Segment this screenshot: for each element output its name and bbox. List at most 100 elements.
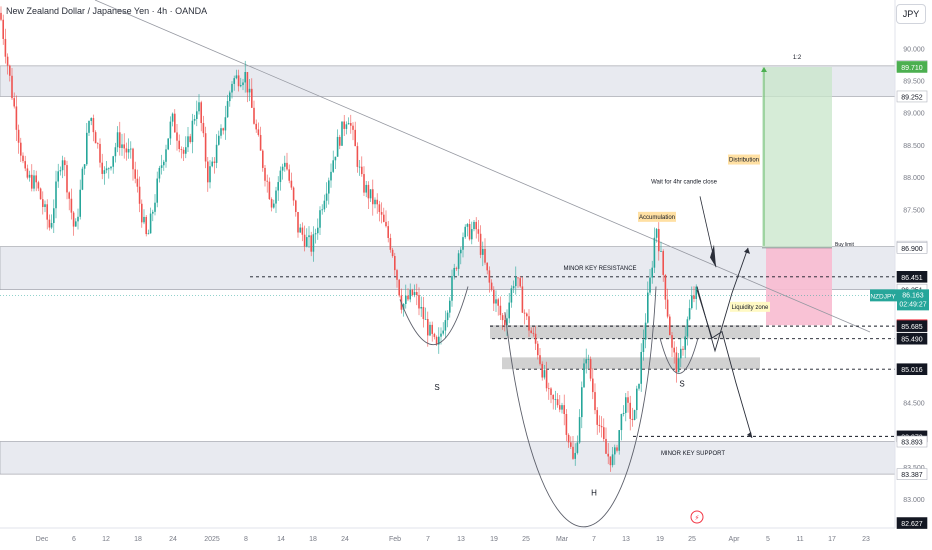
candle-body: [526, 313, 528, 317]
time-tick-label: 12: [102, 536, 110, 543]
time-tick-label: 25: [522, 536, 530, 543]
candle-body: [325, 193, 328, 201]
candle-body: [464, 226, 466, 238]
candle-body: [647, 292, 649, 323]
candle-body: [11, 75, 13, 99]
candle-body: [116, 132, 119, 148]
candle-body: [165, 149, 167, 162]
price-tag: [896, 271, 928, 283]
candle-body: [629, 402, 631, 419]
distribution-badge: [728, 154, 760, 165]
candle-body: [233, 78, 235, 84]
candle-body: [556, 399, 559, 406]
time-axis: Dec 6 12 18 24 2025 8 14 18 24 Feb 7 13 19 25 Mar 7 13 19 2…: [0, 527, 895, 543]
candle-body: [684, 336, 686, 350]
candle-body: [81, 168, 84, 190]
candle-body: [248, 88, 251, 93]
candle-body: [209, 166, 211, 183]
candle-body: [422, 306, 425, 320]
candle-body: [627, 397, 629, 403]
candle-body: [633, 410, 636, 420]
candle-body: [607, 453, 609, 457]
currency-button[interactable]: JPY: [896, 4, 926, 24]
price-tag: [896, 517, 928, 529]
time-tick-label: 13: [457, 536, 465, 543]
candle-body: [341, 121, 343, 146]
candle-body: [273, 203, 275, 208]
liquidity-zone-label: Liquidity zone: [732, 305, 769, 311]
pattern-drawings-layer: [399, 196, 753, 528]
candle-body: [625, 397, 627, 413]
candle-body: [409, 289, 411, 300]
candle-body: [585, 359, 587, 364]
candle-body: [235, 75, 238, 79]
price-tag: [896, 90, 928, 103]
candle-body: [446, 312, 449, 321]
candle-body: [312, 234, 315, 252]
candle-body: [277, 182, 279, 191]
candle-body: [554, 399, 557, 400]
candle-body: [2, 19, 4, 39]
candle-body: [24, 161, 26, 169]
candle-body: [222, 128, 224, 131]
time-tick-label: Feb: [389, 536, 401, 543]
candle-body: [33, 175, 35, 189]
candle-body: [418, 294, 420, 309]
candle-body: [257, 129, 260, 135]
price-tag-label: 89.710: [901, 65, 923, 72]
candle-body: [517, 277, 519, 279]
target-zone: [762, 66, 832, 248]
candle-body: [545, 370, 548, 389]
candle-body: [416, 292, 418, 295]
candle-body: [508, 302, 510, 319]
price-tick-label: 89.000: [903, 111, 925, 118]
candle-body: [94, 132, 97, 144]
candle-body: [563, 405, 565, 415]
upper-resistance-zone: [0, 65, 896, 97]
candle-body: [347, 123, 350, 125]
left-shoulder-label: S: [434, 383, 439, 392]
time-tick-label: 23: [862, 536, 870, 543]
accumulation-label: Accumulation: [639, 215, 675, 221]
candle-body: [169, 121, 172, 139]
candle-body: [288, 169, 290, 181]
candle-body: [319, 210, 321, 228]
candle-body: [251, 88, 253, 108]
candle-body: [506, 318, 508, 326]
candle-body: [147, 233, 150, 235]
candle-body: [660, 251, 662, 252]
candle-body: [22, 155, 24, 162]
candle-body: [567, 434, 570, 443]
candle-body: [196, 111, 198, 119]
candle-body: [284, 162, 286, 167]
candle-body: [105, 168, 108, 171]
candle-body: [449, 300, 451, 313]
candle-body: [411, 289, 414, 296]
candle-body: [361, 166, 363, 175]
candle-countdown: 02:49:27: [899, 301, 926, 308]
candle-body: [171, 113, 174, 122]
minor-key-resistance-label: MINOR KEY RESISTANCE: [563, 266, 636, 272]
minor-key-resistance-zone: [0, 246, 896, 290]
candle-body: [145, 216, 147, 235]
annotations-layer: 1:2 MINOR KEY RESISTANCE MINOR KEY SUPPORT…: [434, 55, 855, 524]
candle-body: [550, 388, 552, 395]
candle-body: [376, 199, 378, 205]
right-shoulder-curve: [659, 337, 699, 374]
candle-body: [53, 208, 55, 224]
candle-body: [642, 339, 645, 352]
candle-body: [200, 102, 202, 123]
liquidity-box: [490, 325, 760, 339]
time-tick-label: Dec: [36, 536, 49, 543]
price-tag-label: 86.451: [901, 275, 923, 282]
candle-body: [176, 132, 178, 141]
candle-body: [77, 216, 79, 222]
candle-body: [442, 330, 444, 334]
candle-body: [48, 219, 51, 228]
stop-zone: [766, 247, 832, 326]
candle-body: [86, 132, 88, 165]
price-tick-label: 89.500: [903, 78, 925, 85]
time-tick-label: 18: [309, 536, 317, 543]
candle-body: [211, 161, 213, 167]
